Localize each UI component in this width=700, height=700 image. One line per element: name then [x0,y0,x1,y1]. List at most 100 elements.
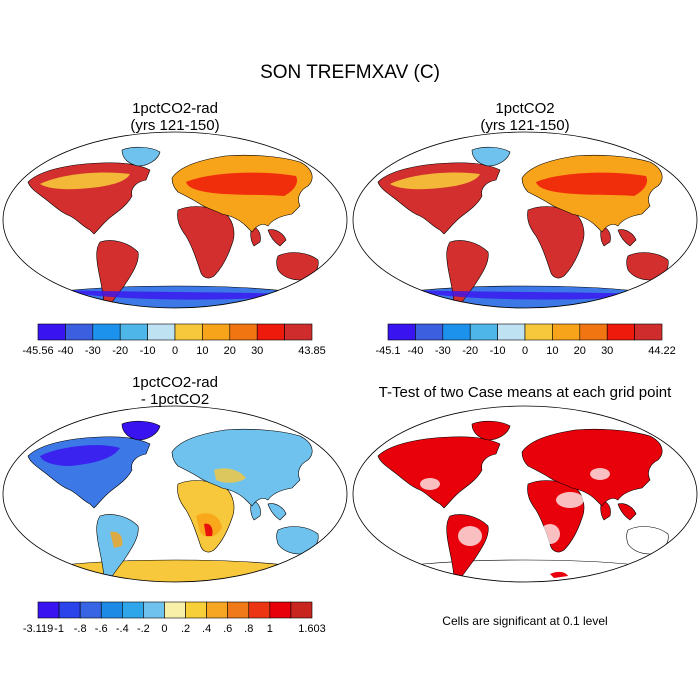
colorbar-swatch [284,323,313,341]
panel2-title-line1: 1pctCO2 [495,100,555,117]
colorbar-label: -20 [462,345,478,357]
colorbar-label: -3.119 [23,623,53,635]
colorbar-swatch [606,323,635,341]
colorbar-swatch [143,601,165,619]
colorbar-swatch [290,601,313,619]
panel3-title: 1pctCO2-rad - 1pctCO2 [20,374,330,408]
australia-landmass [626,526,669,555]
colorbar-swatch [269,601,292,619]
colorbar-swatch [552,323,581,341]
colorbar-label: -10 [490,345,506,357]
colorbar-label: -20 [112,345,128,357]
colorbar-label: -.4 [116,623,129,635]
colorbar-swatch [119,323,148,341]
india-landmass [250,225,261,247]
panel4-note: Cells are significant at 0.1 level [442,614,608,628]
greenland-landmass [121,420,161,441]
seasia-landmass [617,229,637,247]
colorbar-swatch [37,323,66,341]
australia-landmass [276,526,319,555]
panel1-map [2,131,348,309]
colorbar-label: 10 [546,345,558,357]
colorbar-swatch [147,323,176,341]
colorbar-label: 0 [172,345,178,357]
colorbar-swatch [100,601,123,619]
australia-landmass [276,252,319,281]
antarctica-landmass [39,559,311,582]
panel2-map [352,131,698,309]
panel4-map [352,405,698,583]
eurasia-landmass [521,428,663,507]
colorbar-label: -.6 [95,623,108,635]
colorbar-label: .2 [181,623,190,635]
colorbar-swatch [229,323,258,341]
colorbar-swatch [164,601,186,619]
panel1-title-line2: (yrs 121-150) [130,117,220,134]
colorbar-label: -30 [435,345,451,357]
colorbar-swatch [579,323,608,341]
greenland-landmass [121,146,161,167]
panel1-title: 1pctCO2-rad (yrs 121-150) [20,100,330,134]
colorbar-label: -45.56 [22,345,53,357]
colorbar-swatch [524,323,553,341]
colorbar-swatch [185,601,207,619]
colorbar-swatch [469,323,498,341]
map-frame [2,131,348,309]
panel3-map [2,405,348,583]
africa-landmass [527,206,585,279]
map-frame [352,405,698,583]
colorbar-swatch [387,323,416,341]
colorbar-label: .6 [223,623,232,635]
colorbar-label: 30 [601,345,613,357]
colorbar-label: 1.603 [298,623,326,635]
antarctica-landmass [389,559,661,582]
colorbar-label: -45.1 [375,345,400,357]
colorbar-swatch [92,323,121,341]
colorbar-label: 30 [251,345,263,357]
india-landmass [250,499,261,521]
india-landmass [600,499,611,521]
colorbar-label: -.8 [74,623,87,635]
panel3-title-line1: 1pctCO2-rad [132,374,218,391]
colorbar-swatch [497,323,526,341]
seasia-landmass [267,503,287,521]
colorbar-swatch [79,601,102,619]
greenland-landmass [471,146,511,167]
colorbar-swatch [256,323,285,341]
colorbar-swatch [65,323,94,341]
colorbar-label: 1 [267,623,273,635]
colorbar-label: 20 [224,345,236,357]
colorbar-label: 20 [574,345,586,357]
colorbar-label: -.2 [137,623,150,635]
colorbar-label: -40 [57,345,73,357]
colorbar-swatch [227,601,250,619]
panel2-title-line2: (yrs 121-150) [480,117,570,134]
panel4-map-content [377,420,669,582]
panel1-title-line1: 1pctCO2-rad [132,100,218,117]
colorbar-swatch [174,323,203,341]
colorbar-label: .4 [202,623,211,635]
colorbar-swatch [58,601,81,619]
colorbar-swatch [202,323,231,341]
colorbar-label: -40 [407,345,423,357]
australia-landmass [626,252,669,281]
panel2-map-content [377,146,669,308]
colorbar-swatch [634,323,663,341]
colorbar-swatch [442,323,471,341]
panel1-map-content [27,146,319,308]
namerica-landmass [377,436,501,509]
panel2-colorbar: -45.1 -40 -30 -20 -10 0 10 20 30 44.22 [375,323,676,357]
panel3-title-line2: - 1pctCO2 [140,391,210,408]
colorbar-label: -10 [140,345,156,357]
colorbar-swatch [415,323,444,341]
colorbar-label: -1 [54,623,64,635]
samerica-landmass [96,514,139,582]
colorbar-label: 0 [522,345,528,357]
colorbar-swatch [37,601,60,619]
india-landmass [600,225,611,247]
colorbar-label: -30 [85,345,101,357]
colorbar-label: 0 [161,623,167,635]
colorbar-swatch [248,601,271,619]
figure-title: SON TREFMXAV (C) [260,62,440,83]
eurasia-landmass [171,428,313,507]
